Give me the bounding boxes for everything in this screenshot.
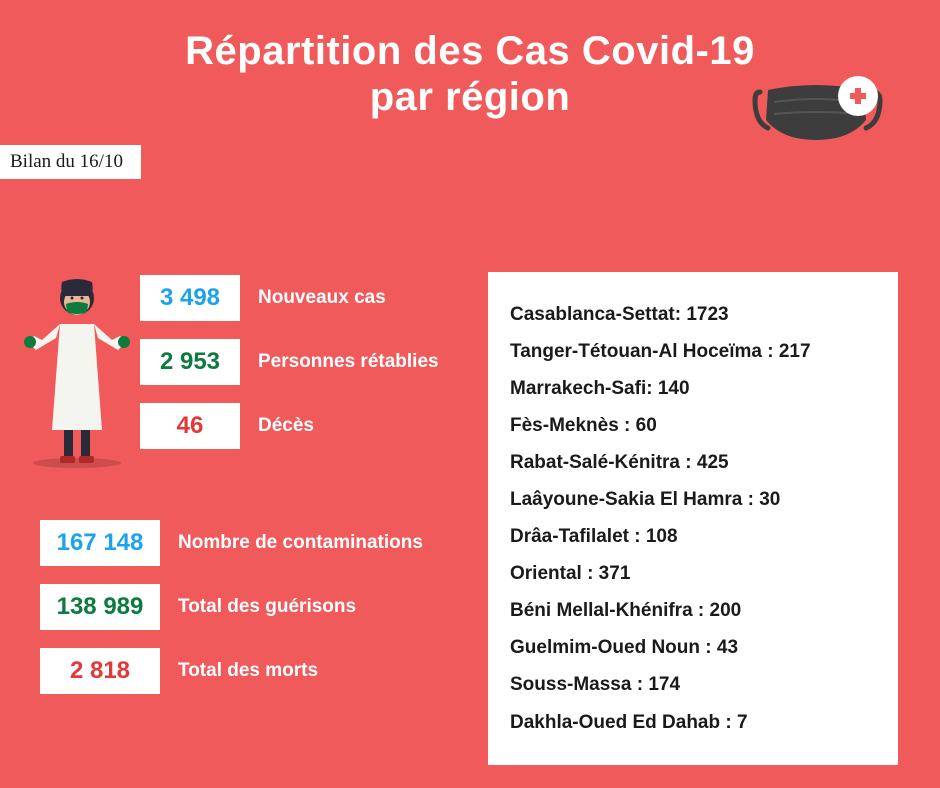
region-item: Dakhla-Oued Ed Dahab : 7: [510, 704, 876, 741]
date-text: Bilan du 16/10: [10, 151, 123, 172]
region-list: Casablanca-Settat: 1723 Tanger-Tétouan-A…: [488, 272, 898, 765]
title-line-1: Répartition des Cas Covid-19: [185, 29, 755, 73]
region-item: Drâa-Tafilalet : 108: [510, 518, 876, 555]
total-contaminations-label: Nombre de contaminations: [178, 532, 423, 554]
region-item: Fès-Meknès : 60: [510, 407, 876, 444]
total-recoveries-label: Total des guérisons: [178, 596, 356, 618]
title-line-2: par région: [370, 75, 571, 119]
mask-icon: [750, 72, 890, 157]
daily-stats: 3 498 Nouveaux cas 2 953 Personnes rétab…: [140, 275, 439, 467]
total-row: 2 818 Total des morts: [40, 648, 423, 694]
doctor-icon: [22, 268, 132, 473]
stat-row: 2 953 Personnes rétablies: [140, 339, 439, 385]
region-item: Oriental : 371: [510, 555, 876, 592]
total-deaths-value: 2 818: [40, 648, 160, 694]
stat-row: 46 Décès: [140, 403, 439, 449]
region-item: Béni Mellal-Khénifra : 200: [510, 592, 876, 629]
recovered-label: Personnes rétablies: [258, 351, 439, 373]
region-item: Souss-Massa : 174: [510, 666, 876, 703]
region-item: Guelmim-Oued Noun : 43: [510, 629, 876, 666]
deaths-label: Décès: [258, 415, 314, 437]
recovered-value: 2 953: [140, 339, 240, 385]
total-row: 138 989 Total des guérisons: [40, 584, 423, 630]
region-item: Marrakech-Safi: 140: [510, 370, 876, 407]
date-badge: Bilan du 16/10: [0, 145, 141, 179]
region-item: Laâyoune-Sakia El Hamra : 30: [510, 481, 876, 518]
total-row: 167 148 Nombre de contaminations: [40, 520, 423, 566]
new-cases-label: Nouveaux cas: [258, 287, 386, 309]
region-item: Tanger-Tétouan-Al Hoceïma : 217: [510, 333, 876, 370]
total-deaths-label: Total des morts: [178, 660, 318, 682]
stat-row: 3 498 Nouveaux cas: [140, 275, 439, 321]
region-item: Casablanca-Settat: 1723: [510, 296, 876, 333]
deaths-value: 46: [140, 403, 240, 449]
region-item: Rabat-Salé-Kénitra : 425: [510, 444, 876, 481]
total-recoveries-value: 138 989: [40, 584, 160, 630]
total-stats: 167 148 Nombre de contaminations 138 989…: [40, 520, 423, 712]
total-contaminations-value: 167 148: [40, 520, 160, 566]
new-cases-value: 3 498: [140, 275, 240, 321]
